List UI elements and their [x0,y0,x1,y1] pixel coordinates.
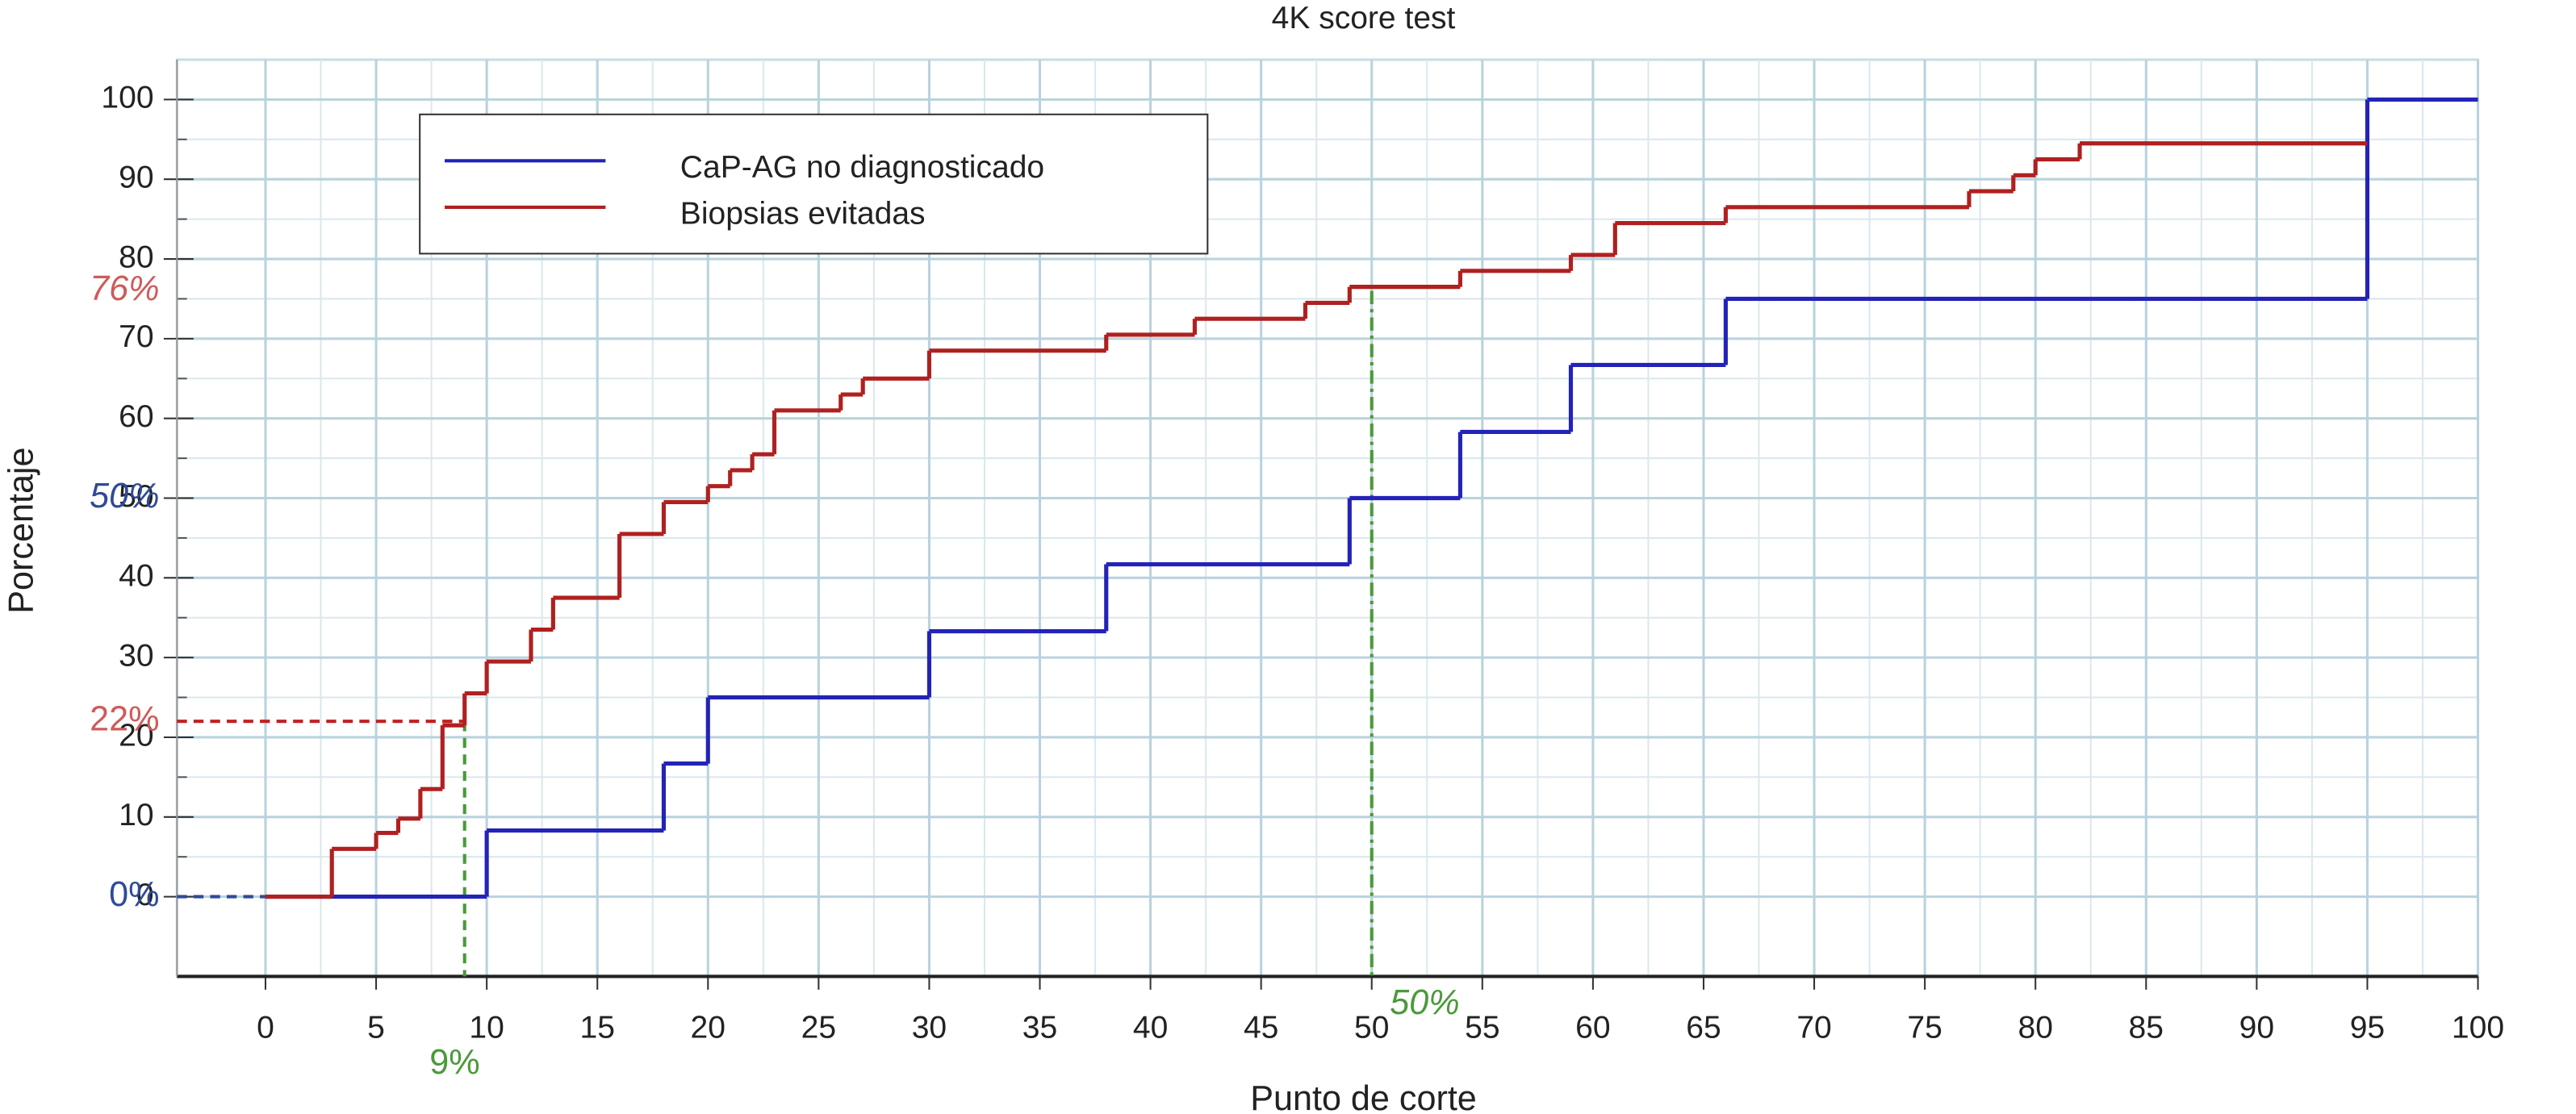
x-tick-label: 20 [691,1011,726,1045]
x-tick-label: 25 [801,1011,836,1045]
x-tick-label: 60 [1575,1011,1610,1045]
x-tick-label: 80 [2018,1011,2052,1045]
annotation: 22% [90,700,159,739]
x-tick-label: 45 [1244,1011,1278,1045]
x-tick-label: 90 [2239,1011,2274,1045]
x-tick-label: 85 [2129,1011,2164,1045]
series [265,141,2368,899]
y-tick-label: 90 [119,161,153,195]
series [265,97,2478,899]
y-tick-label: 100 [101,81,153,115]
x-tick-label: 35 [1022,1011,1057,1045]
y-tick-label: 80 [119,240,153,274]
y-tick-label: 10 [119,798,153,832]
y-tick-label: 40 [119,559,153,594]
annotation: 9% [429,1043,479,1082]
x-tick-label: 70 [1796,1011,1831,1045]
x-tick-label: 75 [1907,1011,1942,1045]
y-tick-label: 70 [119,319,153,354]
x-tick-label: 5 [367,1011,385,1045]
x-tick-label: 65 [1686,1011,1721,1045]
y-tick-label: 0 [136,878,154,912]
x-tick-label: 95 [2350,1011,2385,1045]
x-tick-label: 10 [469,1011,504,1045]
annotation: 0% [109,875,159,914]
y-axis-label: Porcentaje [2,447,40,613]
legend-label: CaP-AG no diagnosticado [680,150,1044,185]
y-tick-label: 60 [119,399,153,434]
y-tick-label: 30 [119,638,153,673]
annotation: 50% [90,477,159,515]
legend-label: Biopsias evitadas [680,196,926,231]
x-axis-label: Punto de corte [1250,1079,1477,1114]
annotation: 50% [1390,983,1459,1022]
x-tick-label: 100 [2452,1011,2504,1045]
y-tick-label: 50 [119,479,153,514]
y-tick-label: 20 [119,718,153,753]
annotation: 76% [90,269,159,308]
x-tick-label: 30 [912,1011,947,1045]
x-tick-label: 0 [257,1011,274,1045]
x-tick-label: 40 [1133,1011,1168,1045]
x-tick-label: 55 [1465,1011,1499,1045]
x-tick-label: 50 [1354,1011,1389,1045]
chart-title: 4K score test [1272,1,1456,35]
x-tick-label: 15 [579,1011,614,1045]
legend-box [419,113,1209,255]
legend: CaP-AG no diagnosticado Biopsias evitadas [419,113,1209,255]
